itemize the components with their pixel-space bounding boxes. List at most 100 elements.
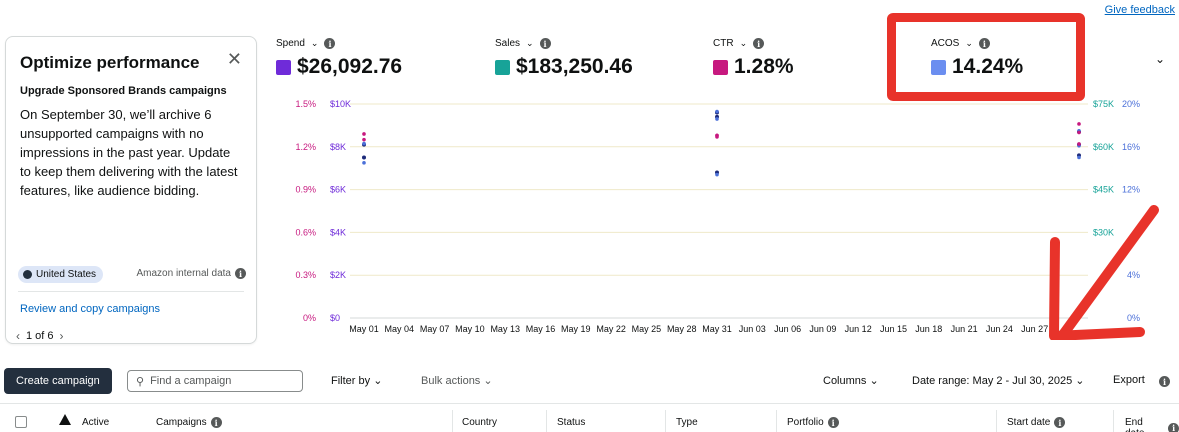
chevron-down-icon: ⌄: [869, 375, 879, 387]
x-axis-tick: May 25: [632, 324, 662, 334]
ctr-point: [715, 133, 719, 138]
chevron-right-icon[interactable]: ›: [59, 329, 64, 343]
bulk-actions-dropdown[interactable]: Bulk actions ⌄: [421, 374, 493, 387]
x-axis-tick: May 13: [490, 324, 520, 334]
acos-point: [715, 117, 719, 121]
search-placeholder: Find a campaign: [150, 375, 232, 387]
metric-spend-selector[interactable]: Spend ⌄ i: [276, 38, 402, 49]
close-icon[interactable]: ✕: [226, 49, 242, 69]
column-type-label: Type: [676, 417, 698, 428]
spend-axis-tick: $0: [330, 313, 340, 323]
metric-ctr-selector[interactable]: CTR ⌄ i: [713, 38, 794, 49]
give-feedback-link[interactable]: Give feedback: [1104, 4, 1175, 16]
column-status[interactable]: Status: [557, 417, 585, 428]
column-separator: [996, 410, 997, 432]
chevron-down-icon: ⌄: [310, 38, 319, 48]
ctr-axis-tick: 0.3%: [295, 270, 316, 280]
date-range-dropdown[interactable]: Date range: May 2 - Jul 30, 2025 ⌄: [912, 374, 1085, 387]
spend-point: [362, 155, 366, 160]
info-icon[interactable]: i: [1168, 422, 1179, 432]
x-axis-tick: May 28: [667, 324, 697, 334]
info-icon[interactable]: i: [978, 38, 990, 49]
acos-axis-tick: 4%: [1127, 270, 1140, 280]
column-separator: [665, 410, 666, 432]
metric-sales-selector[interactable]: Sales ⌄ i: [495, 38, 633, 49]
metric-sales: Sales ⌄ i $183,250.46: [495, 38, 633, 79]
ctr-point: [1077, 122, 1081, 126]
column-type[interactable]: Type: [676, 417, 698, 428]
export-button[interactable]: Export: [1113, 374, 1145, 386]
chevron-down-icon: ⌄: [373, 375, 383, 387]
metric-acos-selector[interactable]: ACOS ⌄ i: [931, 38, 1023, 49]
metric-ctr-value: 1.28%: [734, 55, 794, 78]
region-label: United States: [36, 269, 97, 280]
x-axis-tick: May 04: [385, 324, 415, 334]
info-icon[interactable]: i: [324, 38, 336, 49]
card-pager: ‹ 1 of 6 ›: [16, 329, 64, 343]
search-icon: ⚲: [136, 375, 145, 388]
x-axis-tick: Jun 15: [880, 324, 907, 334]
acos-axis-tick: 16%: [1122, 142, 1140, 152]
spend-axis-tick: $2K: [330, 270, 346, 280]
x-axis-tick: May 07: [420, 324, 450, 334]
spend-swatch: [276, 59, 291, 75]
chevron-down-icon: ⌄: [483, 375, 493, 387]
x-axis-tick: Jun 21: [951, 324, 978, 334]
column-portfolio[interactable]: Portfolio i: [787, 417, 839, 428]
card-subtitle: Upgrade Sponsored Brands campaigns: [20, 85, 227, 97]
info-icon[interactable]: i: [1159, 376, 1170, 387]
metric-ctr: CTR ⌄ i 1.28%: [713, 38, 794, 79]
filter-by-dropdown[interactable]: Filter by ⌄: [331, 374, 382, 387]
review-campaigns-link[interactable]: Review and copy campaigns: [20, 303, 161, 315]
info-icon[interactable]: i: [753, 38, 765, 49]
ctr-swatch: [713, 59, 728, 75]
acos-highlight-box: [887, 13, 1085, 101]
ctr-axis-tick: 0.6%: [295, 227, 316, 237]
metric-spend-value: $26,092.76: [297, 55, 403, 78]
columns-dropdown[interactable]: Columns ⌄: [823, 374, 879, 387]
info-icon[interactable]: i: [539, 38, 551, 49]
ctr-axis-tick: 0%: [303, 313, 316, 323]
column-separator: [776, 410, 777, 432]
x-axis-tick: May 19: [561, 324, 591, 334]
x-axis-tick: Jun 27: [1021, 324, 1048, 334]
column-country[interactable]: Country: [462, 417, 497, 428]
info-icon[interactable]: i: [210, 417, 222, 428]
select-all-checkbox[interactable]: [15, 416, 27, 428]
ctr-point: [1077, 142, 1081, 146]
sales-axis-tick: $45K: [1093, 185, 1114, 195]
column-campaigns[interactable]: Campaigns i: [156, 417, 222, 428]
data-source-label: Amazon internal data: [136, 268, 231, 279]
acos-point: [362, 161, 366, 165]
sales-axis-tick: $30K: [1093, 227, 1114, 237]
x-axis-tick: May 16: [526, 324, 556, 334]
x-axis-tick: May 22: [596, 324, 626, 334]
acos-axis-tick: 0%: [1127, 313, 1140, 323]
metric-acos-label: ACOS: [931, 38, 960, 49]
spend-axis-tick: $6K: [330, 185, 346, 195]
spend-axis-tick: $8K: [330, 142, 346, 152]
search-input[interactable]: ⚲ Find a campaign: [127, 370, 303, 392]
bulk-actions-label: Bulk actions: [421, 375, 481, 387]
chevron-down-icon[interactable]: ⌄: [1154, 52, 1165, 66]
card-title: Optimize performance: [20, 53, 200, 72]
chevron-down-icon: ⌄: [739, 38, 748, 48]
acos-point: [715, 172, 719, 177]
info-icon[interactable]: i: [827, 417, 839, 428]
chevron-down-icon: ⌄: [1075, 375, 1085, 387]
campaign-table-header: Active Campaigns i Country Status Type Po…: [0, 403, 1179, 432]
column-active[interactable]: Active: [82, 417, 109, 428]
acos-axis-tick: 12%: [1122, 185, 1140, 195]
chevron-left-icon[interactable]: ‹: [16, 329, 20, 343]
column-separator: [452, 410, 453, 432]
ctr-axis-tick: 1.5%: [295, 99, 316, 109]
create-campaign-button[interactable]: Create campaign: [4, 368, 112, 394]
column-country-label: Country: [462, 417, 498, 428]
pager-label: 1 of 6: [26, 330, 54, 342]
region-badge: United States: [18, 266, 104, 283]
info-icon[interactable]: i: [1054, 417, 1066, 428]
info-icon[interactable]: i: [235, 268, 246, 279]
column-start-date[interactable]: Start date i: [1007, 417, 1066, 428]
divider: [18, 291, 244, 292]
column-end-date[interactable]: End date i: [1125, 417, 1179, 432]
